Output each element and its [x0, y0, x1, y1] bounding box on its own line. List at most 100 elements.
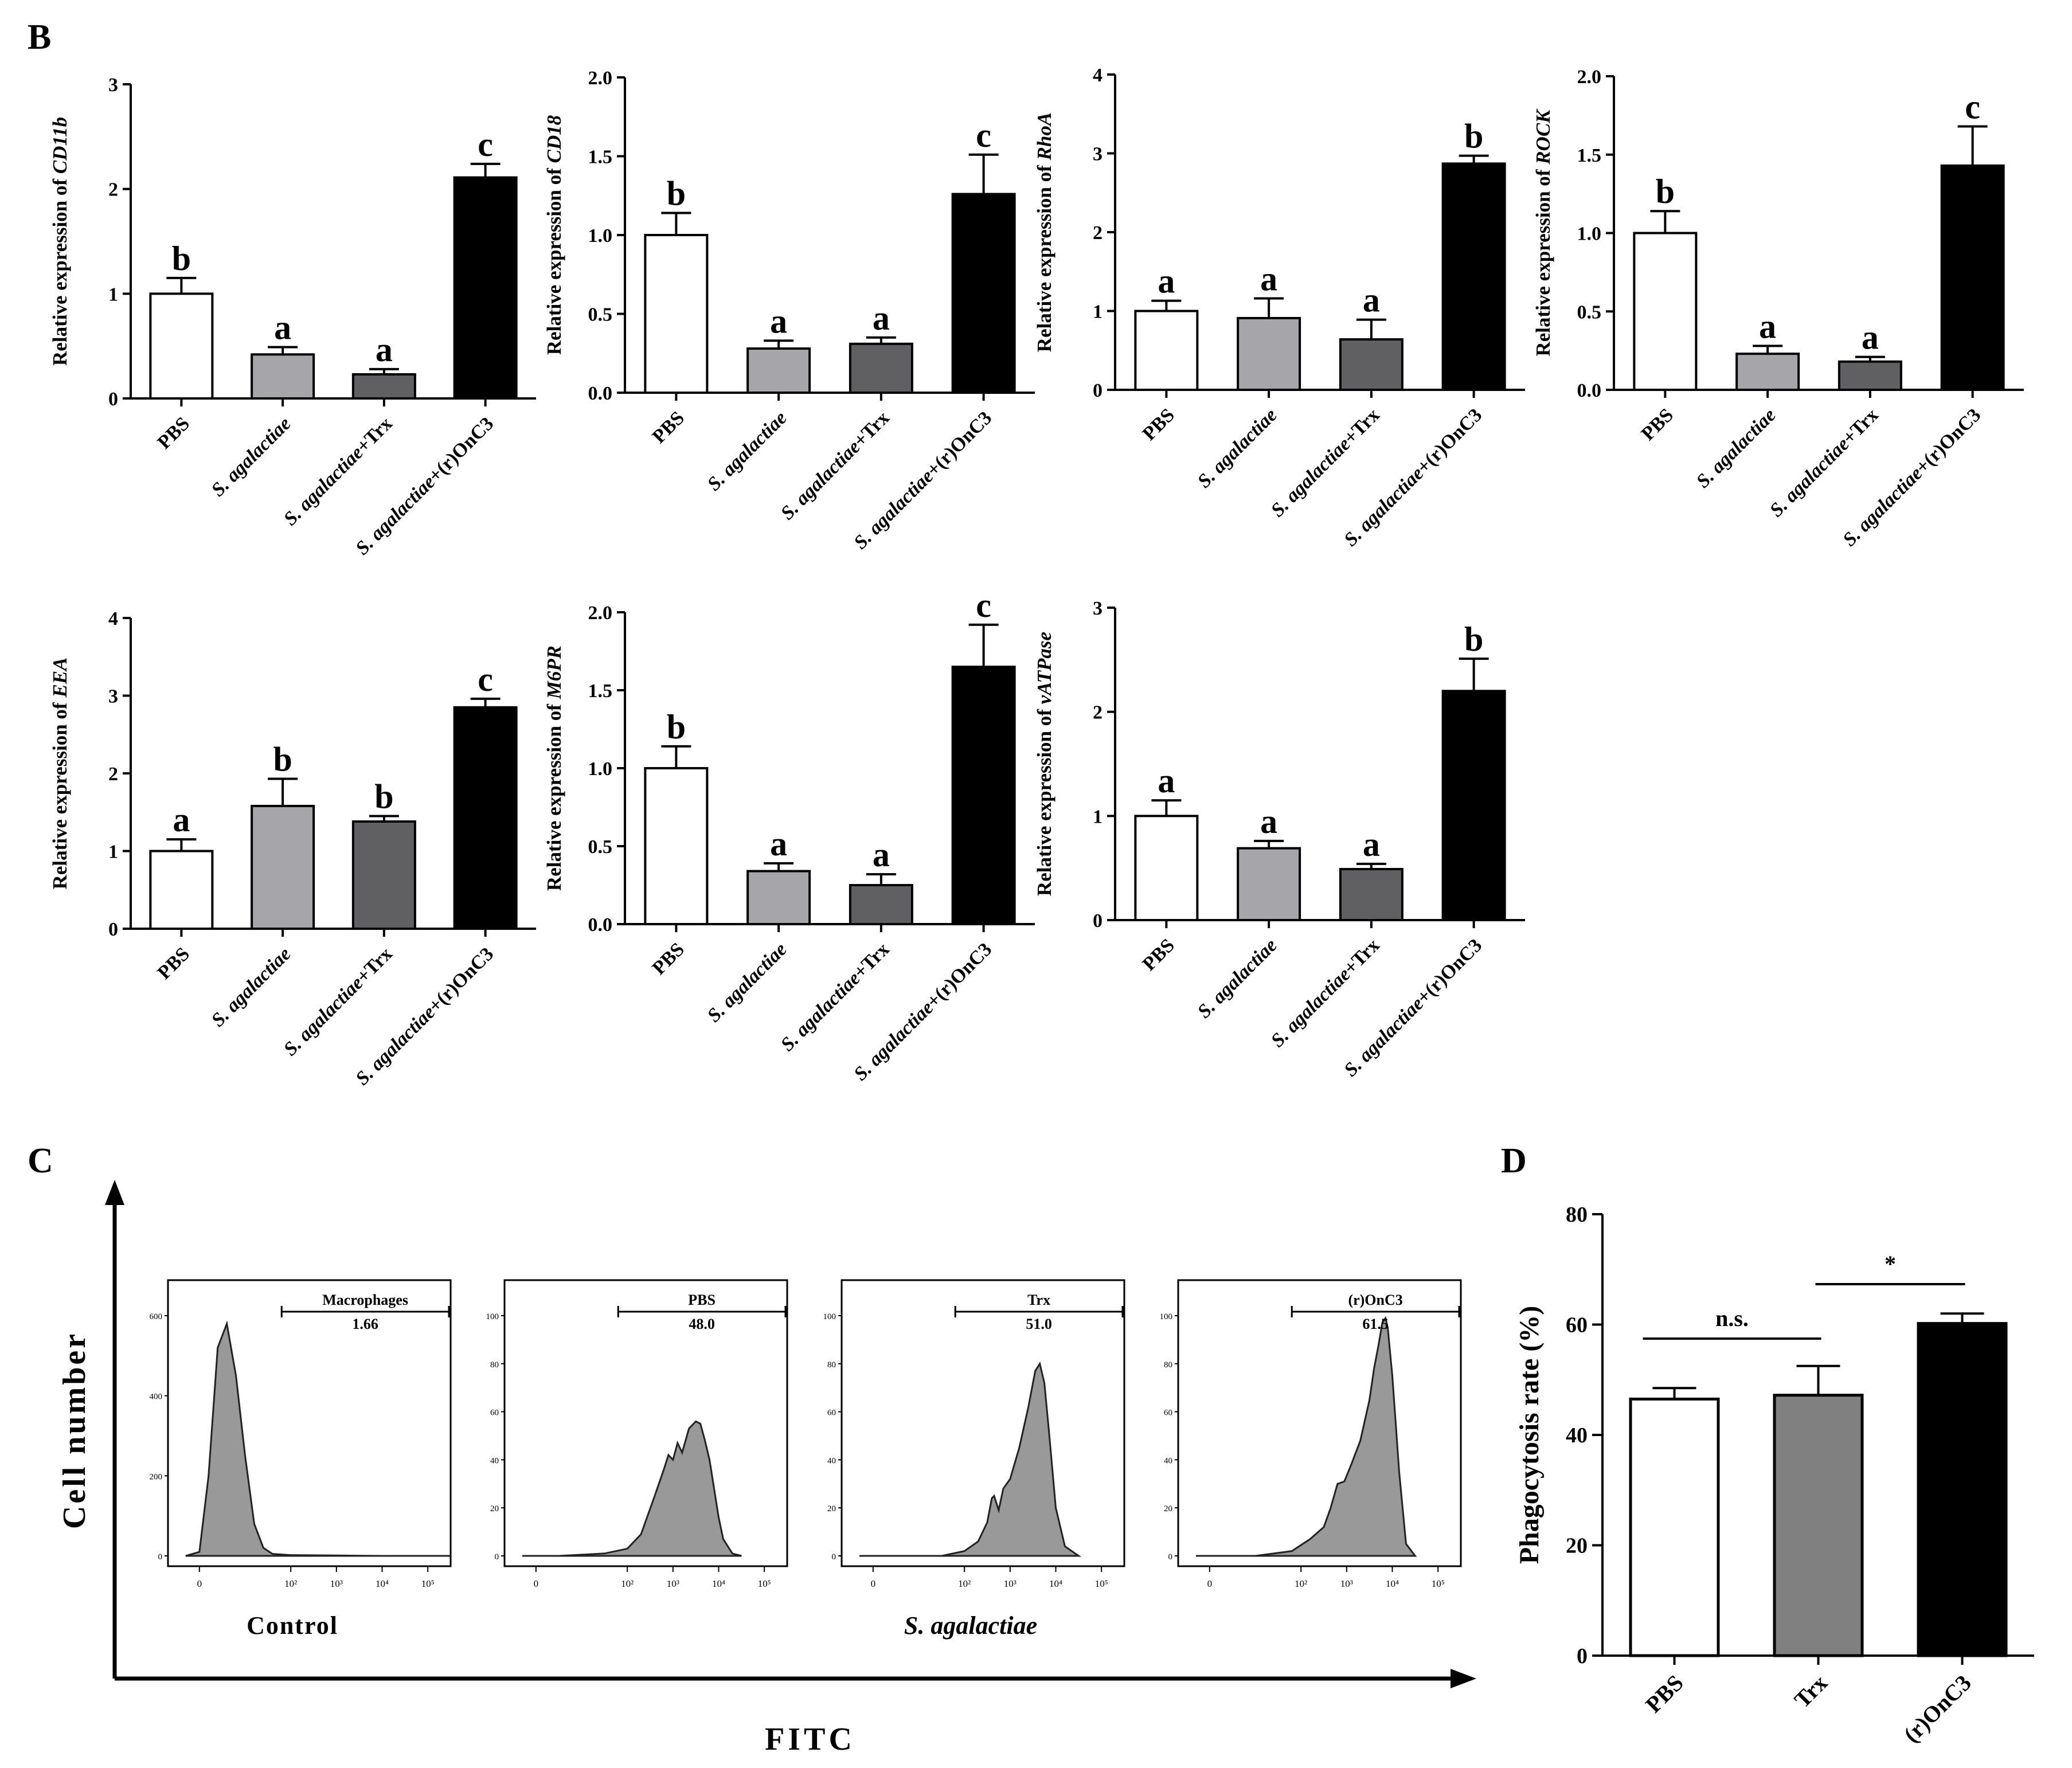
- fitc-axis-arrow: [1451, 1669, 1476, 1688]
- y-tick-label: 600: [150, 1312, 163, 1321]
- category-label: PBS: [648, 407, 689, 447]
- significance-letter: a: [1260, 260, 1277, 298]
- category-label: (r)OnC3: [1898, 1670, 1976, 1748]
- y-tick-label: 0: [1093, 380, 1103, 401]
- bar: [1940, 164, 2005, 391]
- histogram-curve: [1195, 1316, 1417, 1557]
- category-label: PBS: [648, 938, 689, 979]
- bar: [951, 193, 1016, 394]
- gate-value: 1.66: [352, 1316, 378, 1332]
- x-tick-label: 0: [1207, 1578, 1213, 1589]
- category-label-species: S. agalactiae: [1267, 433, 1355, 521]
- y-tick-label: 2.0: [1577, 67, 1602, 88]
- y-axis-title-prefix: Relative expression of: [49, 174, 71, 366]
- y-tick-label: 0: [108, 919, 118, 940]
- y-axis-title: Relative expression of ROCK: [1532, 108, 1554, 357]
- gate-value: 61.5: [1362, 1316, 1389, 1332]
- y-tick-label: 100: [823, 1312, 836, 1321]
- significance-letter: b: [172, 240, 191, 277]
- histogram-curve: [859, 1361, 1082, 1557]
- x-tick-label: 10²: [284, 1578, 297, 1589]
- bar: [1629, 1397, 1720, 1657]
- y-axis-title-prefix: Relative expression of: [1033, 704, 1055, 896]
- y-axis-title-prefix: Relative expression of: [49, 698, 71, 890]
- y-axis-title-gene: ROCK: [1532, 108, 1554, 165]
- category-label: S. agalactiae+Trx: [280, 413, 397, 530]
- chart-flow-cytometry: Cell number FITC Control S. agalactiae Macro…: [57, 1180, 1476, 1757]
- histogram-1: Macrophages 1.66 0 200 400 600 0 10² 10³ 10⁴ 10⁵: [150, 1279, 452, 1589]
- infected-group-label: S. agalactiae: [904, 1611, 1037, 1640]
- significance-letter: a: [770, 302, 787, 340]
- significance-letter: b: [1464, 620, 1483, 658]
- gate-name: (r)OnC3: [1348, 1292, 1402, 1308]
- category-label: PBS: [1139, 404, 1179, 444]
- bar: [1773, 1394, 1864, 1657]
- x-tick-label: 10⁴: [712, 1578, 725, 1589]
- y-tick-label: 2: [108, 764, 118, 785]
- y-tick-label: 0: [1168, 1552, 1173, 1562]
- significance-letter: a: [1260, 803, 1277, 840]
- category-label: S. agalactiae: [703, 407, 791, 495]
- bar: [1339, 867, 1404, 921]
- y-axis-title: Relative expression of M6PR: [543, 646, 565, 891]
- y-axis-title-gene: vATPase: [1033, 632, 1055, 704]
- histogram-curve: [522, 1420, 742, 1557]
- category-label-treatment: +(r)OnC3: [1413, 934, 1486, 1008]
- category-label: S. agalactiae: [1692, 404, 1780, 492]
- y-tick-label: 3: [1093, 598, 1103, 619]
- category-label-treatment: +(r)OnC3: [1911, 404, 1985, 478]
- chart-rock: 0.0 0.5 1.0 1.5 2.0 Relative expression of RO…: [1532, 67, 2024, 550]
- y-tick-label: 1: [1093, 302, 1103, 323]
- y-tick-label: 1.0: [1577, 224, 1602, 245]
- y-tick-label: 20: [1164, 1504, 1172, 1513]
- bar: [746, 870, 811, 926]
- bar: [1441, 162, 1506, 391]
- panel-letter-c: C: [28, 1141, 53, 1180]
- y-tick-label: 1.5: [588, 147, 613, 168]
- histogram-frame: [840, 1279, 1125, 1567]
- cell-number-axis-arrow: [105, 1180, 124, 1205]
- y-tick-label: 4: [1093, 65, 1103, 86]
- bar: [1134, 815, 1199, 922]
- y-tick-label: 20: [827, 1504, 836, 1513]
- significance-letter: a: [1363, 281, 1380, 319]
- y-axis-title: Phagocytosis rate (%): [1514, 1306, 1545, 1564]
- chart-vatpase: 0 1 2 3 Relative expression of vATPase a PBS a S…: [1033, 598, 1525, 1081]
- y-tick-label: 60: [1164, 1409, 1172, 1418]
- y-tick-label: 2.0: [588, 68, 613, 89]
- bar: [951, 666, 1016, 925]
- y-tick-label: 3: [108, 686, 118, 707]
- y-tick-label: 2: [1093, 222, 1103, 244]
- y-axis-title-prefix: Relative expression of: [1033, 160, 1055, 352]
- chart-m6pr: 0.0 0.5 1.0 1.5 2.0 Relative expression of M6…: [543, 586, 1035, 1085]
- category-label-species: S. agalactiae: [777, 968, 865, 1055]
- significance-letter: a: [873, 299, 890, 337]
- y-tick-label: 0.5: [588, 836, 613, 858]
- x-tick-label: 0: [534, 1578, 539, 1589]
- category-label-species: S. agalactiae: [850, 997, 937, 1085]
- category-label-species: S. agalactiae: [703, 407, 791, 495]
- bar: [1838, 360, 1902, 392]
- y-tick-label: 1.5: [588, 680, 613, 702]
- significance-letter: a: [1363, 826, 1380, 863]
- chart-phagocytosis: 0 20 40 60 80 Phagocytosis rate (%) PBS Trx (r)O…: [1514, 1203, 2034, 1747]
- y-axis-title-gene: EEA: [49, 658, 71, 698]
- category-label: S. agalactiae+Trx: [777, 407, 894, 524]
- significance-letter: a: [770, 825, 787, 863]
- category-label: S. agalactiae+Trx: [1267, 404, 1384, 521]
- y-tick-label: 80: [490, 1360, 499, 1370]
- x-tick-label: 10⁴: [1049, 1578, 1062, 1589]
- significance-letter: a: [1759, 307, 1776, 345]
- histogram-curve: [185, 1320, 451, 1557]
- category-label: PBS: [154, 413, 194, 453]
- x-tick-label: 10⁵: [1432, 1578, 1445, 1589]
- chart-eea: 0 1 2 3 4 Relative expression of EEA a PBS b S. a…: [49, 608, 536, 1089]
- y-tick-label: 80: [1164, 1360, 1172, 1370]
- y-axis-title-gene: M6PR: [543, 646, 565, 699]
- category-label-species: S. agalactiae: [208, 943, 295, 1031]
- gate-value: 48.0: [689, 1316, 715, 1332]
- bar: [849, 884, 913, 925]
- y-tick-label: 0: [1577, 1644, 1588, 1668]
- bar: [251, 804, 315, 930]
- category-label-species: S. agalactiae: [208, 413, 295, 500]
